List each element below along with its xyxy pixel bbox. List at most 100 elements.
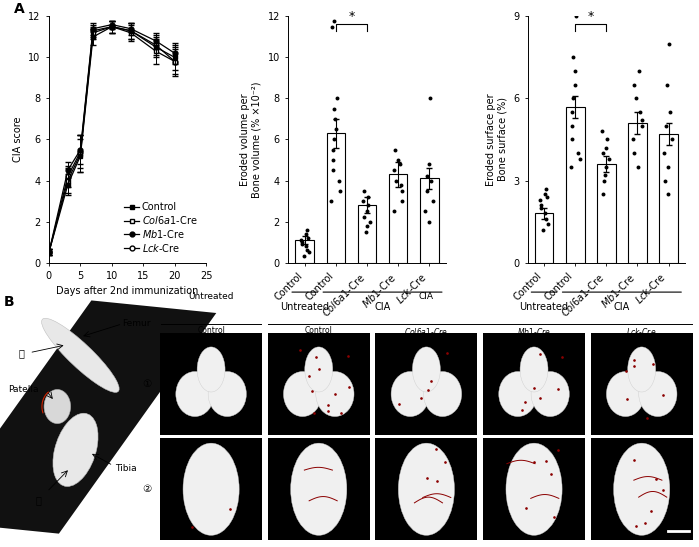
Point: [542, 193, 553, 201]
Point: [389, 146, 400, 154]
Point: [331, 94, 343, 103]
Text: Untreated: Untreated: [519, 302, 568, 312]
Ellipse shape: [639, 371, 677, 417]
Point: [327, 146, 338, 154]
Bar: [375, 438, 477, 540]
Point: [599, 176, 610, 185]
Ellipse shape: [520, 347, 548, 392]
Point: [600, 171, 611, 179]
Point: [330, 114, 341, 123]
Ellipse shape: [628, 347, 656, 392]
Ellipse shape: [531, 371, 569, 417]
Bar: [268, 438, 370, 540]
Point: [635, 108, 646, 117]
Point: [326, 196, 337, 205]
Bar: [375, 333, 477, 435]
Bar: [659, 134, 678, 263]
Text: Control: Control: [197, 327, 225, 335]
Point: [596, 127, 607, 136]
Ellipse shape: [44, 389, 71, 423]
Point: [361, 221, 372, 230]
Y-axis label: Eroded volume per
Bone volume (% ×10⁻²): Eroded volume per Bone volume (% ×10⁻²): [240, 82, 262, 197]
Point: [636, 116, 647, 125]
Point: [361, 207, 373, 216]
Point: [663, 190, 674, 199]
Point: [327, 155, 338, 164]
Point: [568, 94, 579, 103]
Point: [329, 135, 340, 144]
Point: [421, 187, 433, 195]
Point: [359, 213, 370, 222]
Bar: [389, 174, 408, 263]
Point: [574, 154, 585, 163]
Point: [303, 248, 315, 257]
Bar: [420, 178, 438, 263]
Ellipse shape: [506, 443, 562, 536]
Point: [636, 121, 647, 130]
Text: Control: Control: [305, 327, 333, 335]
Point: [296, 240, 307, 248]
Bar: [358, 205, 376, 263]
Ellipse shape: [614, 443, 670, 536]
Point: [364, 217, 375, 226]
Point: [540, 214, 552, 223]
Ellipse shape: [499, 371, 537, 417]
Point: [424, 160, 435, 168]
Point: [424, 94, 435, 103]
Text: *: *: [348, 9, 354, 22]
Point: [391, 176, 402, 185]
Ellipse shape: [208, 371, 246, 417]
Text: Patella: Patella: [8, 385, 39, 394]
Point: [601, 143, 612, 152]
Bar: [591, 333, 693, 435]
Point: [540, 184, 552, 193]
Text: Femur: Femur: [122, 319, 151, 328]
Point: [572, 149, 584, 158]
Point: [538, 225, 549, 234]
Point: [568, 53, 579, 62]
Bar: [160, 333, 262, 435]
Point: [661, 80, 672, 89]
Bar: [591, 438, 693, 540]
Point: [397, 187, 408, 195]
Bar: [0, 300, 216, 534]
Point: [392, 155, 403, 164]
Point: [329, 104, 340, 113]
Point: [535, 201, 547, 210]
Point: [298, 252, 309, 261]
Point: [567, 108, 578, 117]
Point: [567, 135, 578, 144]
Text: ⓐ: ⓐ: [36, 494, 41, 505]
Point: [598, 149, 609, 158]
Title: Eroded surface: Eroded surface: [564, 0, 649, 2]
Ellipse shape: [607, 371, 644, 417]
Point: [534, 195, 545, 204]
Point: [394, 160, 405, 168]
Legend: Control, $Col6a1$-Cre, $Mb1$-Cre, $Lck$-Cre: Control, $Col6a1$-Cre, $Mb1$-Cre, $Lck$-…: [120, 198, 201, 258]
Ellipse shape: [183, 443, 239, 536]
Point: [665, 108, 676, 117]
Point: [300, 242, 311, 251]
Ellipse shape: [412, 347, 440, 392]
Text: ⓑ: ⓑ: [18, 348, 24, 358]
Point: [567, 121, 578, 130]
Point: [389, 207, 400, 216]
Point: [628, 149, 640, 158]
Point: [633, 67, 644, 75]
Point: [658, 149, 670, 158]
Point: [628, 80, 640, 89]
Point: [301, 225, 312, 234]
Y-axis label: Eroded surface per
Bone surface (%): Eroded surface per Bone surface (%): [486, 93, 507, 186]
Point: [540, 190, 551, 199]
Bar: [483, 438, 585, 540]
Point: [303, 234, 314, 242]
Point: [540, 209, 551, 218]
Ellipse shape: [398, 443, 454, 536]
Point: [425, 176, 436, 185]
Bar: [566, 107, 584, 263]
Ellipse shape: [42, 318, 119, 392]
Point: [357, 196, 368, 205]
Point: [335, 187, 346, 195]
Text: ②: ②: [142, 484, 152, 494]
Point: [600, 162, 612, 171]
